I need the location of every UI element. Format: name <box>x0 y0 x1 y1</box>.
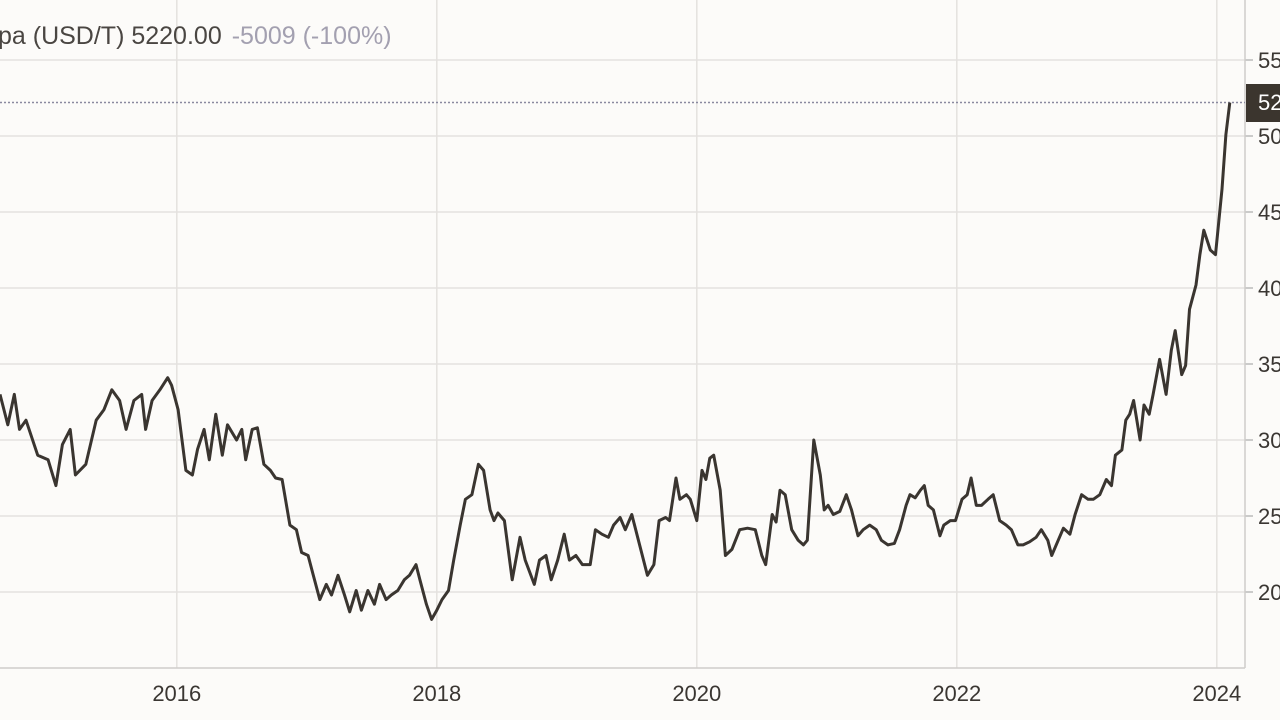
last-price-tag: 5220 <box>1246 83 1280 122</box>
x-tick-label: 2018 <box>412 681 461 706</box>
y-tick-label: 2000 <box>1258 580 1280 605</box>
y-tick-label: 3500 <box>1258 352 1280 377</box>
y-tick-label: 5500 <box>1258 48 1280 73</box>
grid <box>0 0 1253 669</box>
y-tick-label: 2500 <box>1258 504 1280 529</box>
chart-header: pa (USD/T) 5220.00 -5009 (-100%) <box>0 22 392 51</box>
x-tick-label: 2022 <box>932 681 981 706</box>
axis-tick-labels: 2000 2500 3000 3500 4000 4500 5000 5500 2016 2018… <box>152 48 1280 706</box>
y-tick-label: 4000 <box>1258 276 1280 301</box>
x-tick-label: 2020 <box>672 681 721 706</box>
y-tick-label: 5000 <box>1258 124 1280 149</box>
price-series-line <box>0 102 1232 621</box>
price-change: -5009 (-100%) <box>231 22 392 50</box>
x-tick-label: 2016 <box>152 681 201 706</box>
y-tick-label: 3000 <box>1258 428 1280 453</box>
y-tick-label: 4500 <box>1258 200 1280 225</box>
instrument-title: pa (USD/T) 5220.00 <box>0 22 222 50</box>
x-tick-label: 2024 <box>1192 681 1241 706</box>
